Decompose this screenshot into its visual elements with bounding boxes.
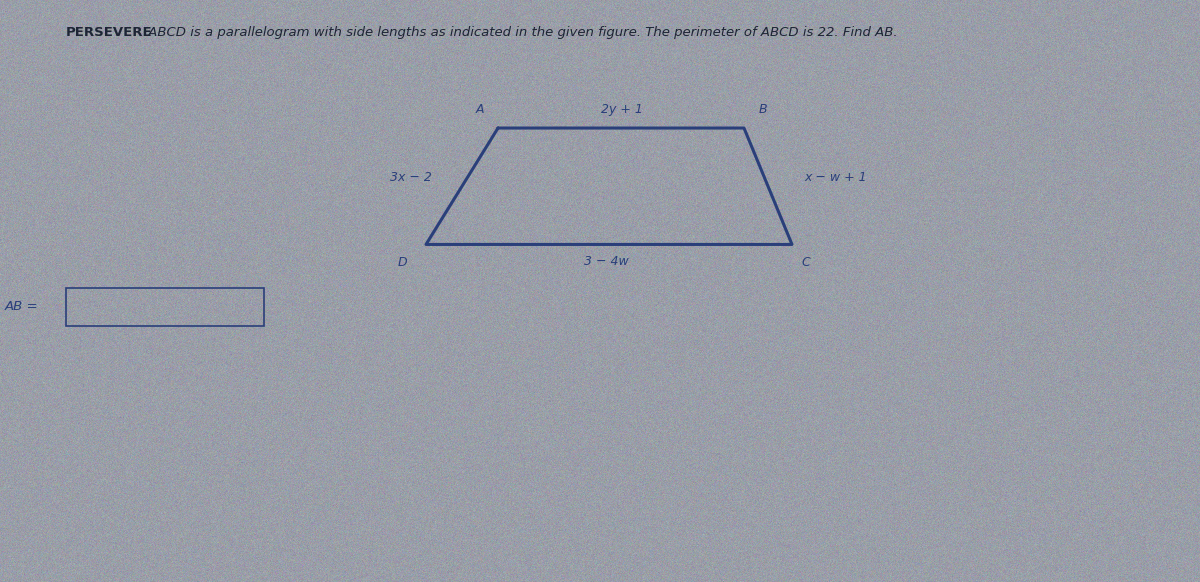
Text: D: D [397,256,407,269]
Text: C: C [802,256,810,269]
Text: A: A [475,104,485,116]
Text: B: B [758,104,767,116]
Text: 3x − 2: 3x − 2 [390,171,432,184]
Text: ABCD is a parallelogram with side lengths as indicated in the given figure. The : ABCD is a parallelogram with side length… [144,26,898,39]
Text: PERSEVERE: PERSEVERE [66,26,152,39]
Text: AB =: AB = [5,300,38,313]
Text: 3 − 4w: 3 − 4w [583,255,629,268]
Text: 2y + 1: 2y + 1 [601,104,642,116]
Text: x − w + 1: x − w + 1 [804,171,866,184]
